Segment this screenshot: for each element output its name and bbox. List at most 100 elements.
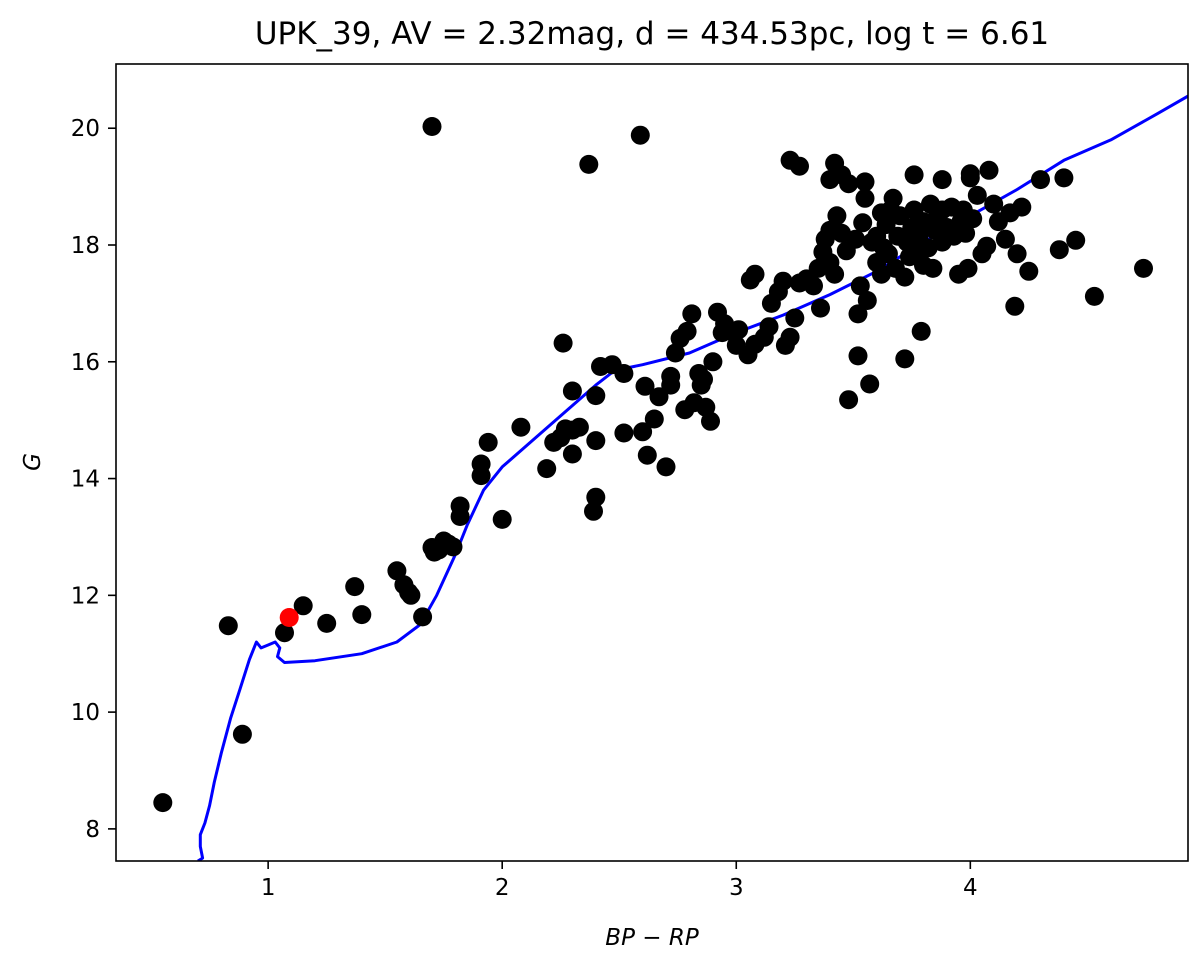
- data-point: [637, 445, 657, 465]
- data-point: [960, 164, 980, 184]
- data-point: [387, 561, 407, 581]
- x-axis-label: BP − RP: [605, 925, 699, 951]
- data-point: [853, 213, 873, 233]
- data-point: [963, 209, 983, 229]
- data-point: [855, 188, 875, 208]
- data-point: [511, 417, 531, 437]
- data-point: [1049, 240, 1069, 260]
- data-point: [579, 154, 599, 174]
- y-tick-label: 10: [71, 700, 100, 726]
- data-point: [979, 160, 999, 180]
- axes-frame: [115, 63, 1189, 862]
- plot-area: [153, 94, 1188, 861]
- x-tick-label: 1: [261, 875, 276, 901]
- data-point: [586, 431, 606, 451]
- data-point: [895, 349, 915, 369]
- chart-title: UPK_39, AV = 2.32mag, d = 434.53pc, log …: [255, 16, 1049, 52]
- data-point: [1007, 244, 1027, 264]
- y-tick-label: 16: [71, 350, 100, 376]
- data-point: [1134, 258, 1153, 278]
- data-point: [649, 387, 669, 407]
- data-point: [614, 423, 634, 443]
- data-point: [232, 724, 252, 744]
- data-point: [848, 304, 868, 324]
- isochrone-line: [197, 94, 1188, 861]
- data-point: [317, 613, 337, 633]
- data-point: [413, 607, 433, 627]
- data-point: [995, 229, 1015, 249]
- x-axis: 1 2 3 4: [261, 861, 978, 901]
- data-point: [682, 304, 702, 324]
- data-point: [569, 417, 589, 437]
- data-point: [785, 308, 805, 328]
- data-point: [562, 381, 582, 401]
- data-point: [586, 487, 606, 507]
- data-point: [471, 454, 491, 474]
- data-point: [293, 596, 313, 616]
- data-point: [1012, 197, 1032, 217]
- data-point: [644, 409, 664, 429]
- data-point: [1084, 286, 1104, 306]
- data-point: [883, 188, 903, 208]
- data-point: [630, 125, 650, 145]
- data-point: [401, 585, 421, 605]
- data-point: [932, 170, 952, 190]
- data-point: [586, 386, 606, 406]
- data-point: [759, 317, 779, 337]
- y-axis-label: G: [20, 453, 46, 471]
- y-tick-label: 8: [85, 817, 100, 843]
- y-tick-label: 18: [71, 233, 100, 259]
- data-point: [958, 258, 978, 278]
- highlighted-point: [279, 608, 299, 627]
- y-axis: 8 10 12 14 16 18 20: [71, 116, 116, 843]
- data-point: [701, 411, 720, 431]
- data-point: [665, 343, 685, 363]
- data-point: [729, 320, 749, 340]
- data-point: [773, 271, 793, 291]
- data-point: [661, 366, 681, 386]
- data-point: [790, 156, 809, 176]
- data-point: [1031, 170, 1050, 190]
- data-point: [811, 298, 830, 318]
- data-point: [904, 165, 924, 185]
- data-point: [635, 376, 655, 396]
- data-point: [703, 352, 723, 372]
- data-point: [275, 623, 294, 643]
- data-point: [923, 258, 943, 278]
- data-point: [345, 577, 365, 597]
- x-tick-label: 3: [729, 875, 744, 901]
- data-point: [977, 236, 997, 256]
- data-point: [857, 291, 877, 310]
- y-tick-label: 14: [71, 467, 100, 493]
- data-point: [443, 537, 463, 557]
- data-point: [855, 172, 875, 192]
- y-tick-label: 12: [71, 583, 100, 609]
- data-point: [984, 194, 1004, 214]
- data-point: [827, 206, 847, 226]
- data-point: [694, 369, 713, 389]
- data-point: [153, 793, 173, 813]
- data-point: [1054, 168, 1074, 188]
- data-point: [1005, 296, 1025, 316]
- data-point: [876, 215, 896, 235]
- data-point: [656, 457, 676, 477]
- data-point: [846, 229, 866, 249]
- data-point: [745, 264, 765, 284]
- data-point: [677, 321, 697, 341]
- data-point: [492, 509, 512, 529]
- data-point: [422, 117, 442, 136]
- x-tick-label: 4: [963, 875, 978, 901]
- data-point: [1066, 230, 1086, 250]
- data-point: [956, 223, 976, 243]
- data-point: [584, 501, 603, 521]
- data-point: [218, 616, 238, 636]
- y-tick-label: 20: [71, 116, 100, 142]
- data-point: [614, 364, 634, 383]
- data-point: [478, 432, 498, 452]
- data-point: [911, 321, 931, 341]
- data-point: [895, 267, 915, 287]
- data-point: [967, 185, 987, 205]
- data-point: [780, 327, 800, 347]
- data-point: [553, 333, 573, 353]
